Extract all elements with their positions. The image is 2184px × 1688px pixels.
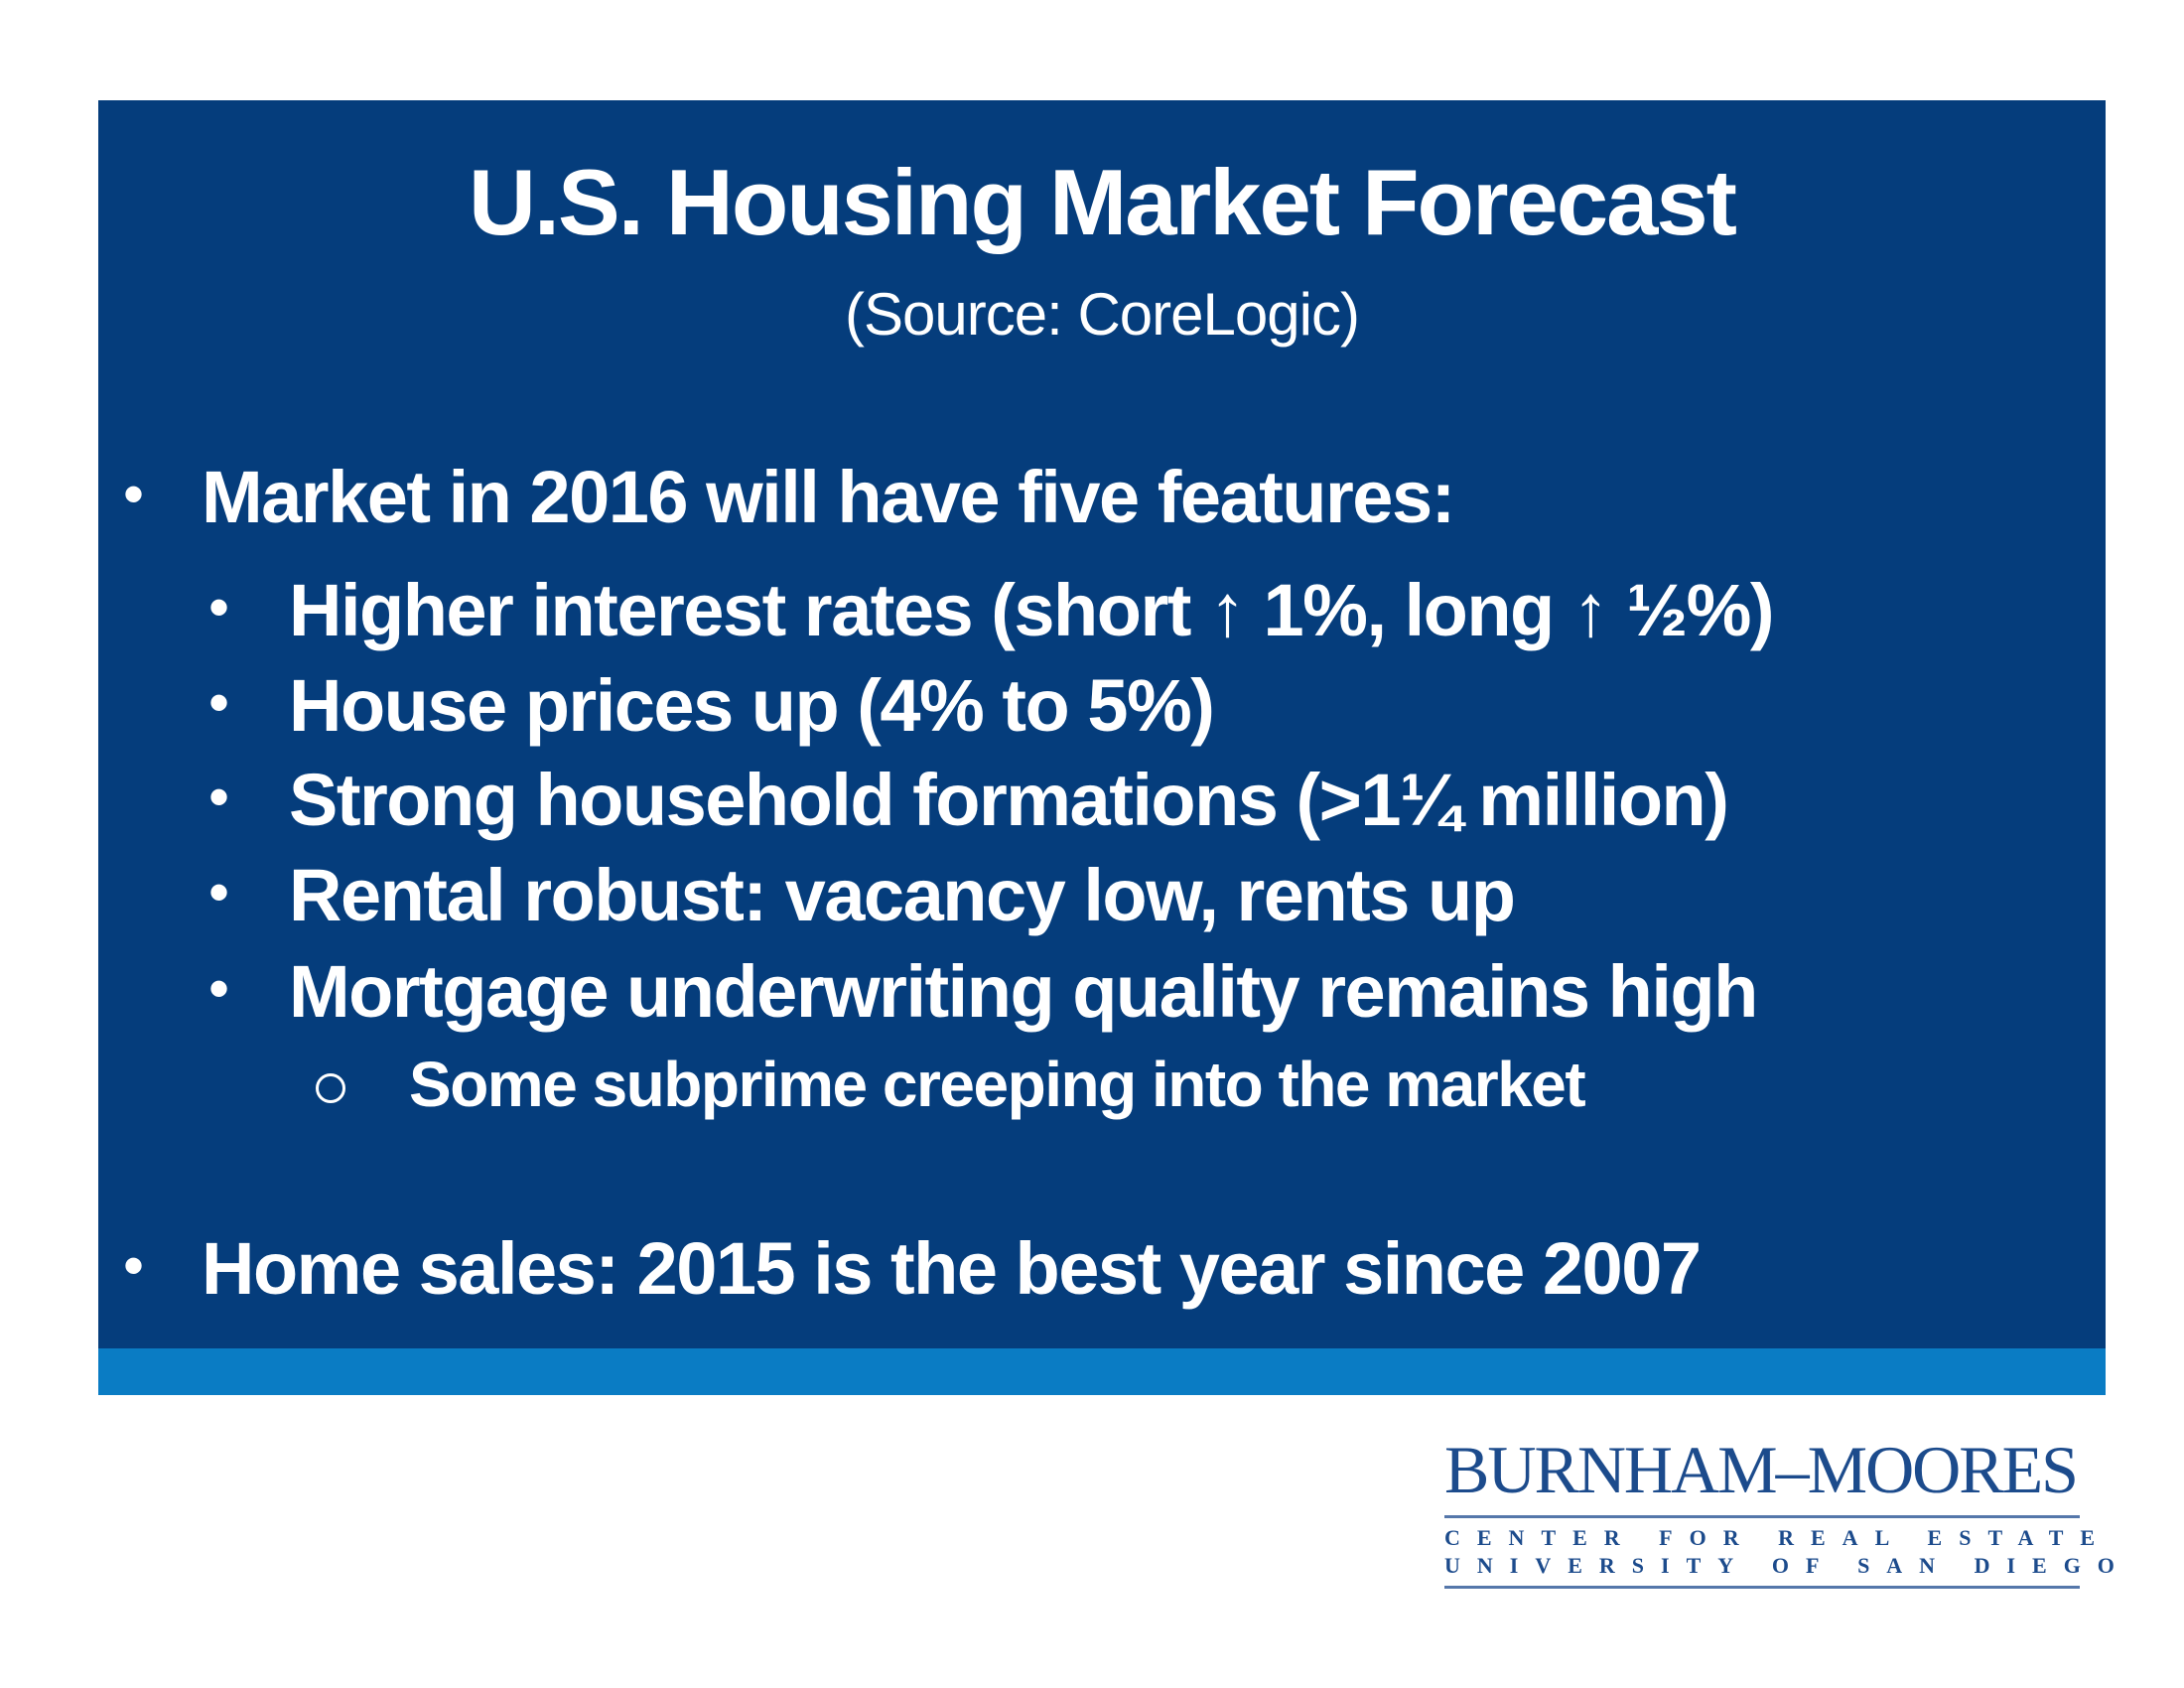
accent-stripe — [98, 1348, 2106, 1395]
bullet-icon: • — [208, 669, 230, 736]
sub-feature-subprime: Some subprime creeping into the market — [409, 1049, 1586, 1120]
logo-divider — [1444, 1515, 2080, 1518]
bullet-market-2016: Market in 2016 will have five features: — [202, 456, 1455, 538]
bullet-icon: • — [208, 859, 230, 925]
bullet-icon: • — [123, 461, 145, 527]
burnham-moores-logo: BURNHAM–MOORES CENTER FOR REAL ESTATE UN… — [1444, 1430, 2131, 1595]
feature-interest-rates: Higher interest rates (short ↑ 1%, long … — [289, 569, 1775, 651]
bullet-icon: • — [208, 764, 230, 830]
bullet-icon: • — [208, 574, 230, 640]
logo-line-2: UNIVERSITY OF SAN DIEGO — [1444, 1553, 2131, 1578]
logo-line-1: CENTER FOR REAL ESTATE — [1444, 1525, 2113, 1550]
bullet-home-sales: Home sales: 2015 is the best year since … — [202, 1227, 1702, 1310]
slide-subtitle: (Source: CoreLogic) — [845, 281, 1360, 348]
feature-rental: Rental robust: vacancy low, rents up — [289, 854, 1516, 936]
feature-household-formations: Strong household formations (>1¼ million… — [289, 759, 1729, 841]
hollow-bullet-icon — [316, 1073, 345, 1103]
feature-house-prices: House prices up (4% to 5%) — [289, 664, 1215, 747]
slide-title: U.S. Housing Market Forecast — [469, 150, 1737, 254]
logo-name: BURNHAM–MOORES — [1444, 1432, 2079, 1507]
slide-panel — [98, 100, 2106, 1348]
bullet-icon: • — [123, 1232, 145, 1299]
bullet-icon: • — [208, 955, 230, 1022]
logo-divider — [1444, 1586, 2080, 1589]
feature-mortgage: Mortgage underwriting quality remains hi… — [289, 950, 1758, 1033]
